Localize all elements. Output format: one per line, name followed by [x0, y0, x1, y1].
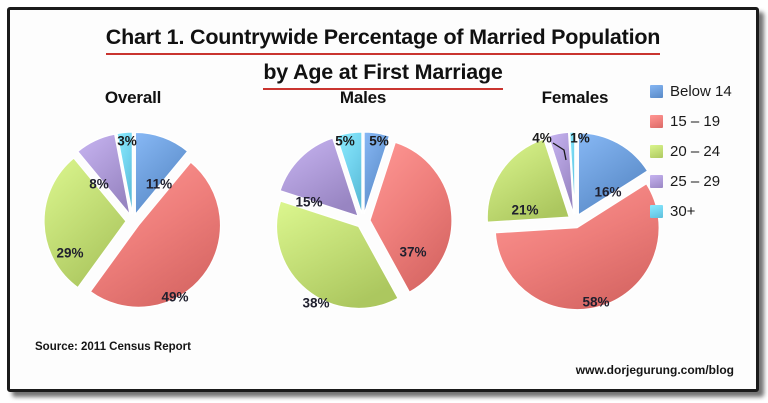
legend-item-1[interactable]: 15 – 19	[650, 106, 762, 136]
pie-slice-label: 21%	[511, 202, 539, 218]
pie-panel-females: Females 16% 58% 21% 4% 1%	[470, 88, 680, 322]
chart-title-line-1: Chart 1. Countrywide Percentage of Marri…	[105, 24, 660, 56]
pie-slice[interactable]	[116, 131, 133, 215]
pie-panel-title: Females	[541, 88, 609, 107]
chart-frame: Chart 1. Countrywide Percentage of Marri…	[7, 7, 759, 392]
pie-slice-label: 16%	[594, 184, 622, 200]
pie-panel-males: Males 5% 37% 38% 15% 5%	[258, 88, 468, 322]
pie-panel-overall: Overall 11% 49% 29% 8% 3%	[28, 88, 238, 322]
pie-slice[interactable]	[369, 141, 453, 294]
pie-slice[interactable]	[363, 131, 391, 215]
pie-panel-title: Overall	[104, 88, 162, 107]
pie-slice[interactable]	[568, 131, 576, 215]
legend-swatch-icon	[650, 144, 663, 158]
pie-slice[interactable]	[275, 200, 399, 309]
pie-slice-label: 38%	[302, 295, 330, 311]
pie-chart-males: 5% 37% 38% 15% 5%	[258, 112, 468, 322]
pie-slice[interactable]	[76, 133, 131, 216]
legend-item-2[interactable]: 20 – 24	[650, 136, 762, 166]
pie-slice[interactable]	[577, 132, 649, 216]
pie-slice[interactable]	[486, 138, 571, 223]
pie-slice-label: 37%	[399, 244, 427, 260]
site-credit: www.dorjegurung.com/blog	[575, 363, 734, 377]
legend-swatch-icon	[650, 204, 663, 218]
pie-chart-overall: 11% 49% 29% 8% 3%	[28, 112, 238, 322]
pie-slice-label: 58%	[582, 294, 610, 310]
pie-slice-label: 49%	[161, 289, 189, 305]
pie-slice[interactable]	[494, 182, 660, 311]
legend-item-0[interactable]: Below 14	[650, 76, 762, 106]
legend-label: 25 – 29	[670, 172, 721, 190]
chart-title: Chart 1. Countrywide Percentage of Marri…	[10, 24, 756, 91]
pie-slice-label: 5%	[369, 133, 389, 149]
pie-slice[interactable]	[279, 137, 359, 217]
pie-slice-label: 4%	[532, 130, 552, 146]
pie-panel-title: Males	[339, 88, 387, 107]
pie-slice[interactable]	[335, 131, 363, 215]
legend-label: 15 – 19	[670, 112, 721, 130]
legend-label: Below 14	[670, 82, 732, 100]
pie-slice-label: 5%	[335, 133, 355, 149]
chart-legend: Below 14 15 – 19 20 – 24 25 – 29 30+	[650, 76, 762, 226]
pie-slice-label: 15%	[295, 194, 323, 210]
pie-panels: Overall 11% 49% 29% 8% 3% Males 5% 37% 38% 15% 5% Fe…	[10, 88, 762, 338]
legend-label: 30+	[670, 202, 696, 220]
source-note: Source: 2011 Census Report	[35, 341, 191, 353]
pie-slice-label: 8%	[89, 176, 109, 192]
pie-slice[interactable]	[43, 157, 127, 289]
legend-item-3[interactable]: 25 – 29	[650, 166, 762, 196]
pie-slice-label: 11%	[145, 176, 173, 192]
pie-slice[interactable]	[134, 131, 189, 217]
legend-label: 20 – 24	[670, 142, 721, 160]
pie-slice[interactable]	[89, 161, 222, 308]
legend-swatch-icon	[650, 174, 663, 188]
pie-slice-label: 1%	[570, 130, 590, 146]
legend-item-4[interactable]: 30+	[650, 196, 762, 226]
legend-swatch-icon	[650, 114, 663, 128]
chart-title-line-2: by Age at First Marriage	[263, 59, 503, 91]
pie-slice-label: 29%	[56, 245, 84, 261]
pie-slice-label: 3%	[117, 133, 137, 149]
pie-chart-females: 16% 58% 21% 4% 1%	[470, 112, 680, 322]
legend-swatch-icon	[650, 84, 663, 98]
